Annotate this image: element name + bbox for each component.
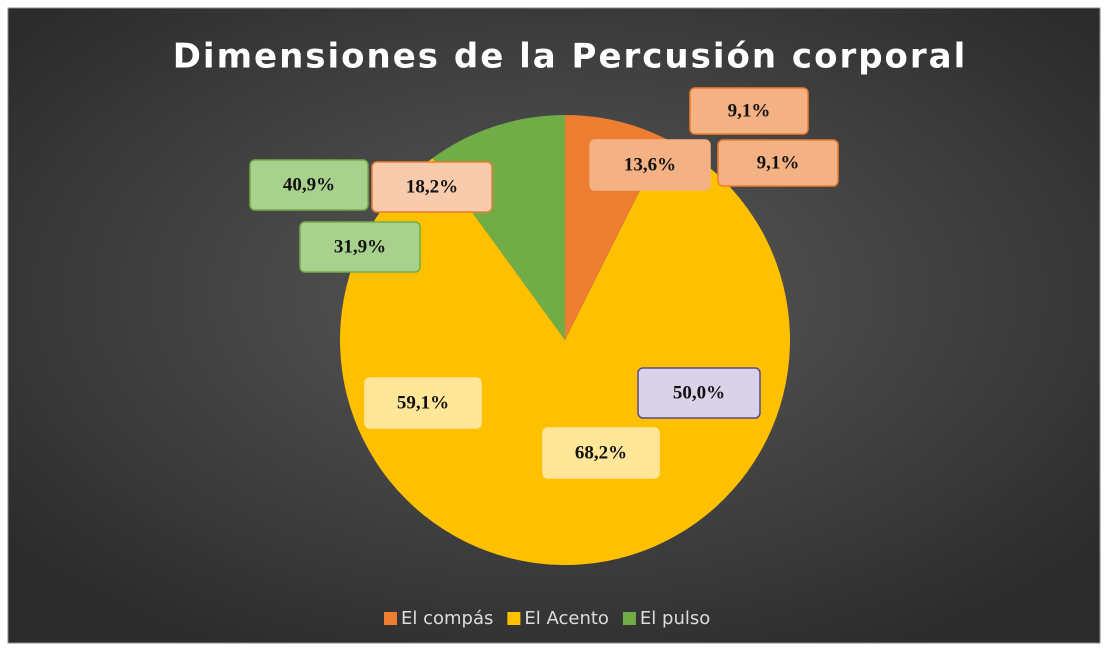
chart-title: Dimensiones de la Percusión corporal (173, 37, 968, 77)
annotation: 18,2% (406, 176, 458, 197)
annotation-box (689, 87, 809, 135)
annotation-box (717, 139, 839, 187)
annotation-box (371, 161, 493, 213)
legend-label: El compás (401, 608, 493, 629)
legend-label: El pulso (640, 608, 710, 629)
annotation-box (364, 377, 482, 429)
legend-swatch (622, 612, 636, 625)
annotation: 59,1% (397, 392, 449, 413)
legend-swatch (507, 612, 521, 625)
annotation: 13,6% (624, 154, 676, 175)
annotation: 9,1% (728, 100, 771, 121)
annotation: 31,9% (334, 236, 386, 257)
annotation: 50,0% (673, 382, 725, 403)
pie-slice (339, 138, 790, 565)
legend-label: El Acento (524, 608, 609, 629)
annotation-box (249, 159, 369, 211)
annotation-box (299, 221, 421, 273)
annotation-box (637, 367, 761, 419)
annotation-box (542, 427, 660, 479)
annotation: 68,2% (575, 442, 627, 463)
annotation-box (589, 139, 711, 191)
legend-swatch (384, 612, 397, 625)
annotation: 40,9% (283, 174, 335, 195)
annotation: 9,1% (757, 152, 800, 173)
